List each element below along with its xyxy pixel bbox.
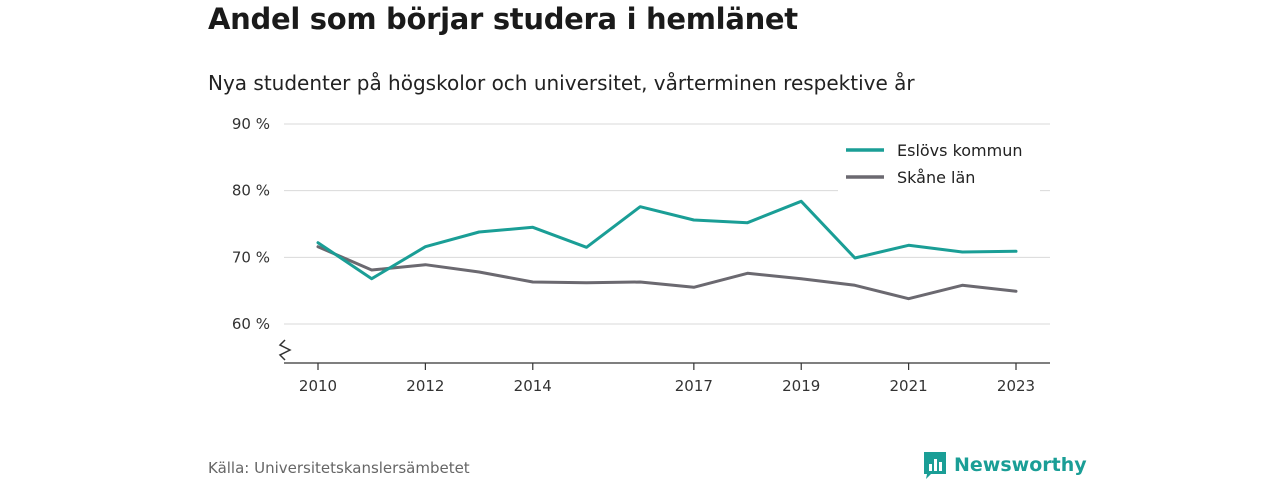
- source-note: Källa: Universitetskanslersämbetet: [208, 459, 470, 477]
- y-tick-label: 90 %: [232, 115, 270, 133]
- y-tick-label: 80 %: [232, 182, 270, 200]
- x-tick-label: 2023: [997, 377, 1035, 395]
- axis-break-icon: [278, 339, 292, 361]
- chart-subtitle: Nya studenter på högskolor och universit…: [208, 71, 915, 95]
- x-tick-label: 2010: [299, 377, 337, 395]
- series-lines: [316, 199, 1018, 301]
- chart-title: Andel som börjar studera i hemlänet: [208, 2, 798, 36]
- y-axis-ticks: 60 % 70 % 80 % 90 %: [232, 115, 292, 361]
- legend: Eslövs kommun Skåne län: [838, 134, 1040, 192]
- legend-background: [838, 134, 1040, 192]
- series-line: [316, 199, 1018, 281]
- y-tick-label: 60 %: [232, 315, 270, 333]
- series-line: [316, 245, 1018, 301]
- brand-logo: Newsworthy: [922, 450, 1087, 480]
- legend-label: Eslövs kommun: [897, 141, 1023, 160]
- x-tick-label: 2019: [782, 377, 820, 395]
- x-tick-label: 2017: [675, 377, 713, 395]
- newsworthy-logo-icon: [924, 452, 946, 479]
- line-chart: 60 % 70 % 80 % 90 % 2010 2012 2014 2017 2019 202…: [232, 115, 1050, 395]
- legend-label: Skåne län: [897, 168, 975, 187]
- x-tick-label: 2014: [514, 377, 552, 395]
- brand-name: Newsworthy: [954, 454, 1087, 476]
- x-axis: 2010 2012 2014 2017 2019 2021 2023: [284, 362, 1050, 395]
- x-tick-label: 2021: [890, 377, 928, 395]
- x-tick-label: 2012: [406, 377, 444, 395]
- y-tick-label: 70 %: [232, 248, 270, 266]
